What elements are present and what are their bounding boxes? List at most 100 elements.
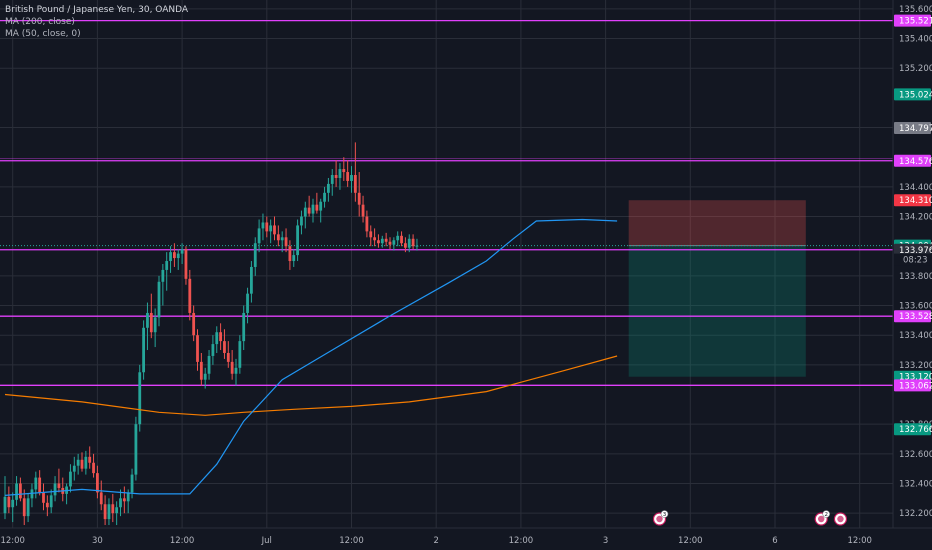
candle bbox=[415, 238, 419, 251]
event-count-text: 3 bbox=[663, 512, 667, 518]
event-flag-icon[interactable]: 2 bbox=[814, 510, 831, 526]
candle bbox=[219, 323, 222, 351]
candle-body bbox=[99, 492, 103, 505]
candle bbox=[238, 335, 242, 374]
event-flag-dot bbox=[837, 515, 844, 523]
candle bbox=[396, 231, 400, 247]
price-label-text: 133.062 bbox=[899, 381, 932, 391]
candle bbox=[115, 501, 119, 526]
x-tick-label: 12:00 bbox=[678, 536, 703, 546]
candle bbox=[146, 302, 149, 351]
event-count-badge bbox=[822, 510, 831, 518]
candle-body bbox=[276, 234, 280, 241]
x-tick-label: Jul bbox=[261, 536, 272, 546]
candle bbox=[234, 358, 238, 386]
candle-body bbox=[176, 253, 180, 259]
candle-body bbox=[111, 504, 115, 514]
candle bbox=[250, 261, 253, 303]
candle-body bbox=[19, 483, 22, 499]
candle-body bbox=[3, 496, 7, 514]
candle-body bbox=[323, 192, 326, 202]
time-axis-background bbox=[0, 528, 932, 550]
candle bbox=[196, 329, 199, 371]
event-count-badge bbox=[660, 510, 669, 518]
candle bbox=[180, 243, 184, 264]
symbol-title[interactable]: British Pound / Japanese Yen, 30, OANDA bbox=[5, 5, 189, 15]
candle-body bbox=[88, 456, 92, 463]
candle bbox=[377, 234, 380, 248]
candle bbox=[365, 210, 369, 238]
candle bbox=[253, 237, 257, 276]
candle bbox=[357, 172, 361, 217]
candle-body bbox=[400, 235, 403, 244]
candle-body bbox=[350, 175, 353, 181]
candle bbox=[84, 450, 88, 475]
candle-body bbox=[57, 483, 61, 488]
candle-body bbox=[42, 492, 45, 503]
candles bbox=[3, 142, 419, 526]
countdown-badge bbox=[894, 253, 931, 266]
candle-body bbox=[242, 312, 246, 342]
candle bbox=[315, 192, 319, 214]
y-tick-label: 132.600 bbox=[899, 450, 932, 460]
candle bbox=[92, 453, 95, 478]
candle-body bbox=[396, 235, 400, 241]
candle-body bbox=[184, 249, 188, 279]
position-target-zone bbox=[628, 245, 806, 377]
candle-body bbox=[69, 471, 72, 487]
event-count-text: 2 bbox=[824, 512, 828, 518]
candle bbox=[11, 492, 15, 523]
candle bbox=[199, 352, 203, 386]
price-label-text: 133.120 bbox=[899, 373, 932, 383]
candle-body bbox=[80, 459, 84, 469]
event-flag-icon[interactable] bbox=[833, 512, 848, 526]
candle-body bbox=[269, 225, 273, 232]
candle bbox=[319, 198, 323, 223]
y-tick-label: 132.400 bbox=[899, 480, 932, 490]
x-tick-label: 6 bbox=[772, 536, 777, 546]
candle bbox=[122, 486, 126, 514]
candle-body bbox=[246, 293, 249, 313]
candle-body bbox=[369, 231, 373, 238]
candle bbox=[26, 493, 30, 523]
price-label-badge bbox=[894, 379, 931, 392]
candle bbox=[173, 243, 176, 267]
price-label-badge bbox=[894, 423, 931, 436]
candle-body bbox=[196, 335, 199, 362]
price-label-text: 135.521 bbox=[899, 17, 932, 27]
candle-body bbox=[407, 238, 411, 248]
candle bbox=[19, 477, 22, 502]
candle-body bbox=[11, 499, 15, 508]
candle bbox=[69, 464, 72, 493]
candle bbox=[265, 216, 269, 238]
candle-body bbox=[361, 204, 365, 217]
candle-body bbox=[7, 496, 11, 508]
candle-body bbox=[130, 474, 134, 493]
y-tick-label: 135.200 bbox=[899, 64, 932, 74]
x-tick-label: 12:00 bbox=[170, 536, 195, 546]
candle-body bbox=[149, 312, 153, 333]
candle-body bbox=[288, 246, 292, 262]
candle-body bbox=[134, 424, 138, 475]
event-flag-icon[interactable]: 3 bbox=[652, 510, 669, 526]
price-label-badge bbox=[894, 121, 931, 134]
price-label-badge bbox=[894, 14, 931, 27]
candle-body bbox=[161, 269, 165, 282]
candle bbox=[96, 465, 99, 499]
candle-body bbox=[153, 317, 157, 333]
ma50-legend[interactable]: MA (50, close, 0) bbox=[5, 29, 81, 39]
candle-body bbox=[119, 498, 122, 508]
candle-body bbox=[92, 462, 95, 474]
candle bbox=[211, 335, 215, 365]
candle bbox=[153, 308, 157, 348]
candle bbox=[15, 476, 18, 506]
x-tick-label: 2 bbox=[433, 536, 438, 546]
ma200-legend[interactable]: MA (200, close) bbox=[5, 17, 75, 27]
candle-body bbox=[192, 312, 196, 336]
candle-body bbox=[338, 169, 342, 178]
candle-body bbox=[265, 222, 269, 232]
candle-body bbox=[96, 473, 99, 493]
candle-body bbox=[115, 507, 119, 514]
candle-body bbox=[365, 216, 369, 232]
